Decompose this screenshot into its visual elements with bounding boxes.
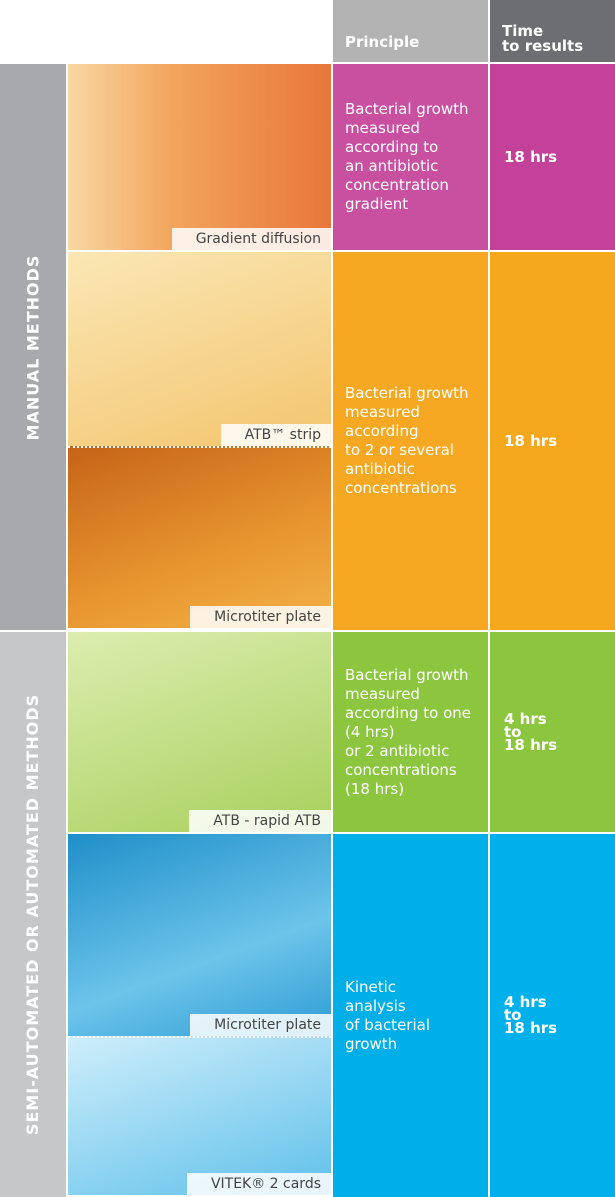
principle-line: according (345, 422, 419, 440)
principle-line: concentrations (345, 479, 457, 497)
principle-line: measured (345, 684, 420, 703)
principle-line: Kinetic (345, 977, 397, 996)
group-label: MANUAL METHODS (23, 254, 43, 440)
principle-line: growth (345, 1034, 398, 1053)
time-line: 4 hrs (504, 709, 547, 728)
time-cell: 4 hrs to 18 hrs (490, 632, 615, 832)
principle-line: an antibiotic (345, 157, 439, 175)
time-line: 4 hrs (504, 993, 547, 1011)
method-label: Microtiter plate (190, 606, 331, 628)
principle-cell: Kinetic analysis of bacterial growth (333, 834, 488, 1197)
header-text: Time (502, 22, 544, 40)
time-line: 18 hrs (504, 147, 558, 166)
time-header: Time to results (490, 0, 615, 62)
method-image: Microtiter plate (68, 446, 331, 628)
divider (68, 1036, 331, 1038)
principle-line: gradient (345, 195, 409, 213)
principle-line: according to (345, 138, 439, 156)
principle-line: concentrations (345, 760, 457, 779)
method-label: Gradient diffusion (171, 228, 331, 250)
principle-line: according to one (345, 703, 471, 722)
time-line: 18 hrs (504, 431, 558, 450)
time-line: to (504, 1006, 522, 1024)
time-cell: 4 hrs to 18 hrs (490, 834, 615, 1197)
group-band: SEMI-AUTOMATED OR AUTOMATED METHODS (0, 632, 66, 1197)
method-label: Microtiter plate (190, 1014, 331, 1036)
group-band: MANUAL METHODS (0, 64, 66, 630)
principle-line: (18 hrs) (345, 779, 405, 798)
principle-line: analysis (345, 996, 406, 1015)
time-cell: 18 hrs (490, 252, 615, 630)
method-label: ATB - rapid ATB (189, 810, 331, 832)
method-image: VITEK® 2 cards (68, 1036, 331, 1195)
principle-line: Bacterial growth (345, 665, 469, 684)
method-image: Microtiter plate (68, 834, 331, 1036)
principle-line: (4 hrs) (345, 722, 395, 741)
method-image: ATB - rapid ATB (68, 632, 331, 832)
time-cell: 18 hrs (490, 64, 615, 250)
time-line: 18 hrs (504, 1019, 558, 1037)
group-label: SEMI-AUTOMATED OR AUTOMATED METHODS (23, 693, 43, 1136)
method-image: Gradient diffusion (68, 64, 331, 250)
principle-line: Bacterial growth (345, 100, 469, 118)
principle-line: to 2 or several (345, 441, 454, 459)
divider (68, 446, 331, 448)
time-line: to (504, 722, 522, 741)
principle-header: Principle (333, 0, 488, 62)
principle-line: of bacterial (345, 1015, 430, 1034)
principle-cell: Bacterial growth measured according to 2 or… (333, 252, 488, 630)
principle-line: or 2 antibiotic (345, 741, 450, 760)
principle-line: measured (345, 119, 420, 137)
principle-cell: Bacterial growth measured according to one… (333, 632, 488, 832)
time-line: 18 hrs (504, 735, 558, 754)
principle-cell: Bacterial growth measured according to an a… (333, 64, 488, 250)
header-text: to results (502, 37, 584, 55)
method-image: ATB™ strip (68, 252, 331, 446)
method-label: ATB™ strip (220, 424, 331, 446)
principle-line: Bacterial growth (345, 384, 469, 402)
principle-line: measured (345, 403, 420, 421)
method-label: VITEK® 2 cards (186, 1173, 331, 1195)
principle-line: antibiotic (345, 460, 415, 478)
header-text: Principle (345, 33, 420, 51)
principle-line: concentration (345, 176, 449, 194)
